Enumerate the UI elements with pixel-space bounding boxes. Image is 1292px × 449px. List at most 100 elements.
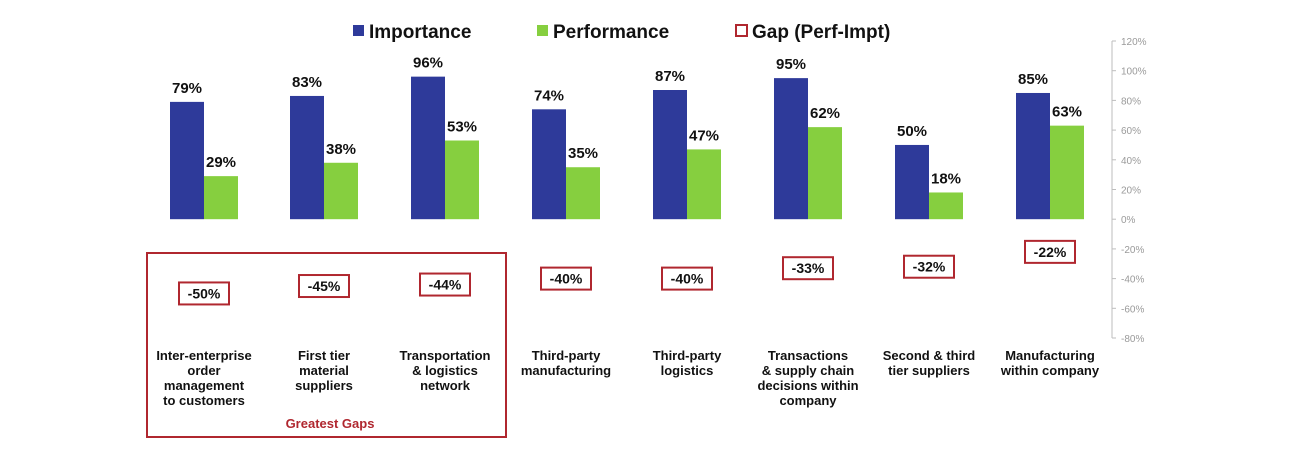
importance-bar xyxy=(774,78,808,220)
performance-bar xyxy=(687,149,721,220)
category-label: Second & third tier suppliers xyxy=(883,348,976,378)
category-label: Third-party manufacturing xyxy=(521,348,611,378)
category-label-line: management xyxy=(164,378,245,393)
performance-value-label: 38% xyxy=(326,141,356,158)
category-label-line: company xyxy=(779,393,837,408)
category-label-line: Manufacturing xyxy=(1005,348,1095,363)
category-label-line: network xyxy=(420,378,471,393)
category-label: Third-party logistics xyxy=(653,348,722,378)
category-label-line: tier suppliers xyxy=(888,363,970,378)
y-tick-label: -80% xyxy=(1121,334,1144,345)
performance-bar xyxy=(1050,125,1084,220)
gap-value-label: -40% xyxy=(550,271,583,287)
performance-bar xyxy=(808,127,842,220)
importance-bar xyxy=(411,76,445,220)
importance-bar xyxy=(895,144,929,220)
category-label-line: to customers xyxy=(163,393,245,408)
category-label-line: & supply chain xyxy=(762,363,855,378)
performance-value-label: 18% xyxy=(931,170,961,187)
y-axis: 120% 100% 80% 60% 40% 20% 0% -20% -40% -60% -80% xyxy=(1111,37,1147,345)
category-label-line: within company xyxy=(1000,363,1100,378)
gap-box xyxy=(419,272,471,297)
legend: Importance Performance Gap (Perf-Impt) xyxy=(353,22,890,43)
importance-value-label: 85% xyxy=(1018,71,1048,88)
legend-gap-label: Gap (Perf-Impt) xyxy=(752,22,890,43)
gap-box xyxy=(661,266,713,291)
category-label-line: Transactions xyxy=(768,348,848,363)
gap-value-label: -33% xyxy=(792,260,825,276)
category-label-line: Third-party xyxy=(532,348,601,363)
performance-value-label: 29% xyxy=(206,154,236,171)
importance-value-label: 87% xyxy=(655,68,685,85)
category-label-line: Third-party xyxy=(653,348,722,363)
gap-value-label: -32% xyxy=(913,259,946,275)
gap-box xyxy=(782,256,834,281)
bars: 79% 29% 83% 38% 96% 53% 74% 35% 87% 47% 95% 62% 50% 1… xyxy=(170,55,1084,220)
gap-box xyxy=(903,254,955,279)
category-label-line: order xyxy=(187,363,220,378)
performance-bar xyxy=(566,167,600,220)
gap-value-label: -40% xyxy=(671,271,704,287)
gap-box xyxy=(1024,239,1076,264)
y-tick-label: 100% xyxy=(1121,67,1147,78)
performance-value-label: 63% xyxy=(1052,104,1082,121)
performance-value-label: 47% xyxy=(689,127,719,144)
importance-value-label: 83% xyxy=(292,74,322,91)
gap-value-label: -50% xyxy=(188,285,221,301)
greatest-gaps-callout: Greatest Gaps xyxy=(146,252,507,438)
category-label-line: logistics xyxy=(661,363,714,378)
category-label-line: decisions within xyxy=(757,378,858,393)
legend-gap-swatch xyxy=(735,24,748,37)
greatest-gaps-label: Greatest Gaps xyxy=(286,416,375,431)
y-tick-label: 40% xyxy=(1121,156,1141,167)
category-label-line: Second & third xyxy=(883,348,976,363)
category-label: Inter-enterprise order management to custom… xyxy=(156,348,251,408)
legend-importance-swatch xyxy=(353,25,364,36)
performance-value-label: 62% xyxy=(810,105,840,122)
greatest-gaps-box xyxy=(146,252,507,438)
y-tick-label: 120% xyxy=(1121,37,1147,48)
performance-bar xyxy=(204,176,238,220)
category-label: Manufacturing within company xyxy=(1000,348,1100,378)
performance-bar xyxy=(324,162,358,220)
category-labels: Inter-enterprise order management to custom… xyxy=(156,348,1100,408)
legend-performance-swatch xyxy=(537,25,548,36)
y-tick-label: -60% xyxy=(1121,304,1144,315)
performance-bar xyxy=(445,140,479,220)
category-label: Transactions & supply chain decisions with… xyxy=(757,348,858,408)
category-label-line: material xyxy=(299,363,349,378)
gap-labels: -50% -45% -44% -40% -40% -33% -32% -22% xyxy=(178,239,1076,306)
gap-value-label: -22% xyxy=(1034,244,1067,260)
gap-value-label: -45% xyxy=(308,278,341,294)
category-label-line: Inter-enterprise xyxy=(156,348,251,363)
y-tick-label: -20% xyxy=(1121,245,1144,256)
importance-bar xyxy=(170,101,204,220)
gap-box xyxy=(298,274,350,299)
category-label-line: suppliers xyxy=(295,378,353,393)
performance-value-label: 53% xyxy=(447,118,477,135)
gap-box xyxy=(540,266,592,291)
y-tick-label: -40% xyxy=(1121,275,1144,286)
gap-value-label: -44% xyxy=(429,277,462,293)
y-tick-label: 80% xyxy=(1121,96,1141,107)
gap-box xyxy=(178,281,230,306)
y-tick-label: 20% xyxy=(1121,186,1141,197)
importance-value-label: 96% xyxy=(413,55,443,72)
category-label: First tier material suppliers xyxy=(295,348,353,393)
importance-value-label: 50% xyxy=(897,123,927,140)
importance-bar xyxy=(532,109,566,220)
legend-importance-label: Importance xyxy=(369,22,471,43)
importance-value-label: 79% xyxy=(172,80,202,97)
category-label-line: manufacturing xyxy=(521,363,611,378)
importance-bar xyxy=(653,90,687,220)
legend-performance-label: Performance xyxy=(553,22,669,43)
performance-value-label: 35% xyxy=(568,145,598,162)
importance-bar xyxy=(1016,92,1050,220)
importance-value-label: 74% xyxy=(534,87,564,104)
category-label-line: & logistics xyxy=(412,363,478,378)
performance-bar xyxy=(929,192,963,220)
importance-bar xyxy=(290,95,324,220)
y-tick-label: 60% xyxy=(1121,126,1141,137)
importance-value-label: 95% xyxy=(776,56,806,73)
